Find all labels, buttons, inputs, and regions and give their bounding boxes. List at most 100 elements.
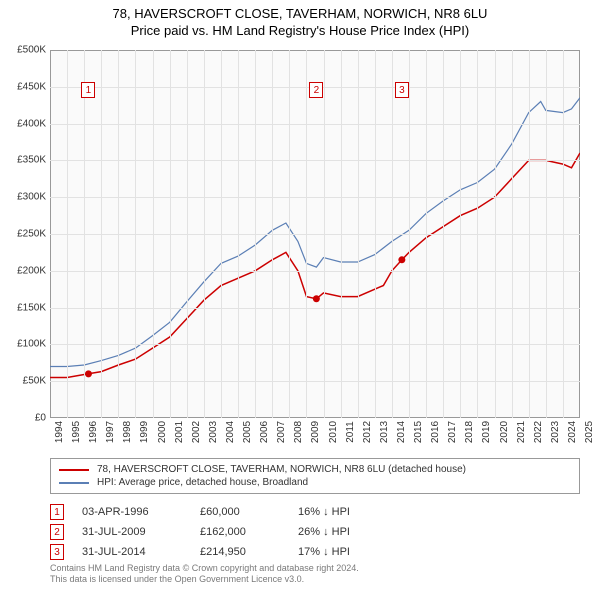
series-line-hpi	[50, 98, 580, 367]
y-axis-tick: £400K	[17, 118, 50, 129]
x-axis-tick: 2000	[153, 421, 168, 443]
gridline-h	[50, 271, 580, 272]
event-marker: 2	[309, 82, 323, 98]
legend-item: 78, HAVERSCROFT CLOSE, TAVERHAM, NORWICH…	[59, 463, 571, 476]
gridline-v	[272, 50, 273, 418]
y-axis-tick: £150K	[17, 302, 50, 313]
gridline-v	[67, 50, 68, 418]
x-axis-tick: 2001	[170, 421, 185, 443]
gridline-v	[255, 50, 256, 418]
event-row: 331-JUL-2014£214,95017% ↓ HPI	[50, 542, 580, 562]
gridline-v	[118, 50, 119, 418]
event-marker: 1	[81, 82, 95, 98]
event-diff: 16% ↓ HPI	[298, 506, 350, 518]
event-number: 1	[50, 504, 64, 520]
event-price: £162,000	[200, 526, 280, 538]
legend-swatch	[59, 469, 89, 471]
event-dot	[398, 256, 405, 263]
event-row: 231-JUL-2009£162,00026% ↓ HPI	[50, 522, 580, 542]
chart-container: 78, HAVERSCROFT CLOSE, TAVERHAM, NORWICH…	[0, 0, 600, 590]
x-axis-tick: 2005	[238, 421, 253, 443]
gridline-v	[135, 50, 136, 418]
gridline-h	[50, 197, 580, 198]
gridline-v	[529, 50, 530, 418]
events-table: 103-APR-1996£60,00016% ↓ HPI231-JUL-2009…	[50, 502, 580, 562]
y-axis-tick: £250K	[17, 229, 50, 240]
x-axis-tick: 2024	[563, 421, 578, 443]
y-axis-tick: £300K	[17, 192, 50, 203]
gridline-v	[238, 50, 239, 418]
gridline-v	[375, 50, 376, 418]
gridline-v	[306, 50, 307, 418]
y-axis-tick: £100K	[17, 339, 50, 350]
y-axis-tick: £500K	[17, 45, 50, 56]
plot-area: £0£50K£100K£150K£200K£250K£300K£350K£400…	[50, 50, 580, 418]
gridline-v	[221, 50, 222, 418]
x-axis-tick: 2021	[512, 421, 527, 443]
x-axis-tick: 2007	[272, 421, 287, 443]
event-marker: 3	[395, 82, 409, 98]
x-axis-tick: 2014	[392, 421, 407, 443]
footer-attribution: Contains HM Land Registry data © Crown c…	[50, 563, 359, 586]
y-axis-tick: £200K	[17, 265, 50, 276]
x-axis-tick: 1997	[101, 421, 116, 443]
x-axis-tick: 2025	[580, 421, 595, 443]
gridline-v	[495, 50, 496, 418]
x-axis-tick: 2015	[409, 421, 424, 443]
chart-title: 78, HAVERSCROFT CLOSE, TAVERHAM, NORWICH…	[10, 6, 590, 21]
gridline-v	[512, 50, 513, 418]
title-block: 78, HAVERSCROFT CLOSE, TAVERHAM, NORWICH…	[0, 0, 600, 40]
gridline-v	[563, 50, 564, 418]
x-axis-tick: 2003	[204, 421, 219, 443]
gridline-v	[477, 50, 478, 418]
footer-line-1: Contains HM Land Registry data © Crown c…	[50, 563, 359, 575]
event-date: 03-APR-1996	[82, 506, 182, 518]
gridline-v	[426, 50, 427, 418]
x-axis-tick: 1998	[118, 421, 133, 443]
x-axis-tick: 2020	[495, 421, 510, 443]
x-axis-tick: 1999	[135, 421, 150, 443]
event-price: £60,000	[200, 506, 280, 518]
x-axis-tick: 1996	[84, 421, 99, 443]
x-axis-tick: 2010	[324, 421, 339, 443]
gridline-h	[50, 308, 580, 309]
y-axis-tick: £350K	[17, 155, 50, 166]
legend-label: 78, HAVERSCROFT CLOSE, TAVERHAM, NORWICH…	[97, 464, 466, 475]
event-row: 1 03-APR-1996 £60,000 16% ↓ HPI	[50, 502, 580, 522]
gridline-v	[460, 50, 461, 418]
gridline-v	[204, 50, 205, 418]
gridline-v	[324, 50, 325, 418]
gridline-v	[358, 50, 359, 418]
x-axis-tick: 2019	[477, 421, 492, 443]
gridline-h	[50, 344, 580, 345]
x-axis-tick: 2022	[529, 421, 544, 443]
y-axis-tick: £450K	[17, 81, 50, 92]
event-date: 31-JUL-2014	[82, 546, 182, 558]
event-diff: 26% ↓ HPI	[298, 526, 350, 538]
y-axis-tick: £50K	[23, 376, 50, 387]
x-axis-tick: 1994	[50, 421, 65, 443]
x-axis-tick: 2023	[546, 421, 561, 443]
x-axis-tick: 2018	[460, 421, 475, 443]
gridline-h	[50, 234, 580, 235]
event-dot	[313, 295, 320, 302]
footer-line-2: This data is licensed under the Open Gov…	[50, 574, 359, 586]
gridline-v	[443, 50, 444, 418]
event-date: 31-JUL-2009	[82, 526, 182, 538]
gridline-v	[153, 50, 154, 418]
event-dot	[85, 370, 92, 377]
x-axis-tick: 2017	[443, 421, 458, 443]
x-axis-tick: 2008	[289, 421, 304, 443]
legend-label: HPI: Average price, detached house, Broa…	[97, 477, 308, 488]
legend-box: 78, HAVERSCROFT CLOSE, TAVERHAM, NORWICH…	[50, 458, 580, 494]
event-number: 3	[50, 544, 64, 560]
x-axis-tick: 2013	[375, 421, 390, 443]
event-price: £214,950	[200, 546, 280, 558]
chart-subtitle: Price paid vs. HM Land Registry's House …	[10, 23, 590, 38]
x-axis-tick: 2009	[306, 421, 321, 443]
x-axis-tick: 2012	[358, 421, 373, 443]
gridline-v	[187, 50, 188, 418]
x-axis-tick: 2016	[426, 421, 441, 443]
gridline-v	[409, 50, 410, 418]
legend-swatch	[59, 482, 89, 484]
